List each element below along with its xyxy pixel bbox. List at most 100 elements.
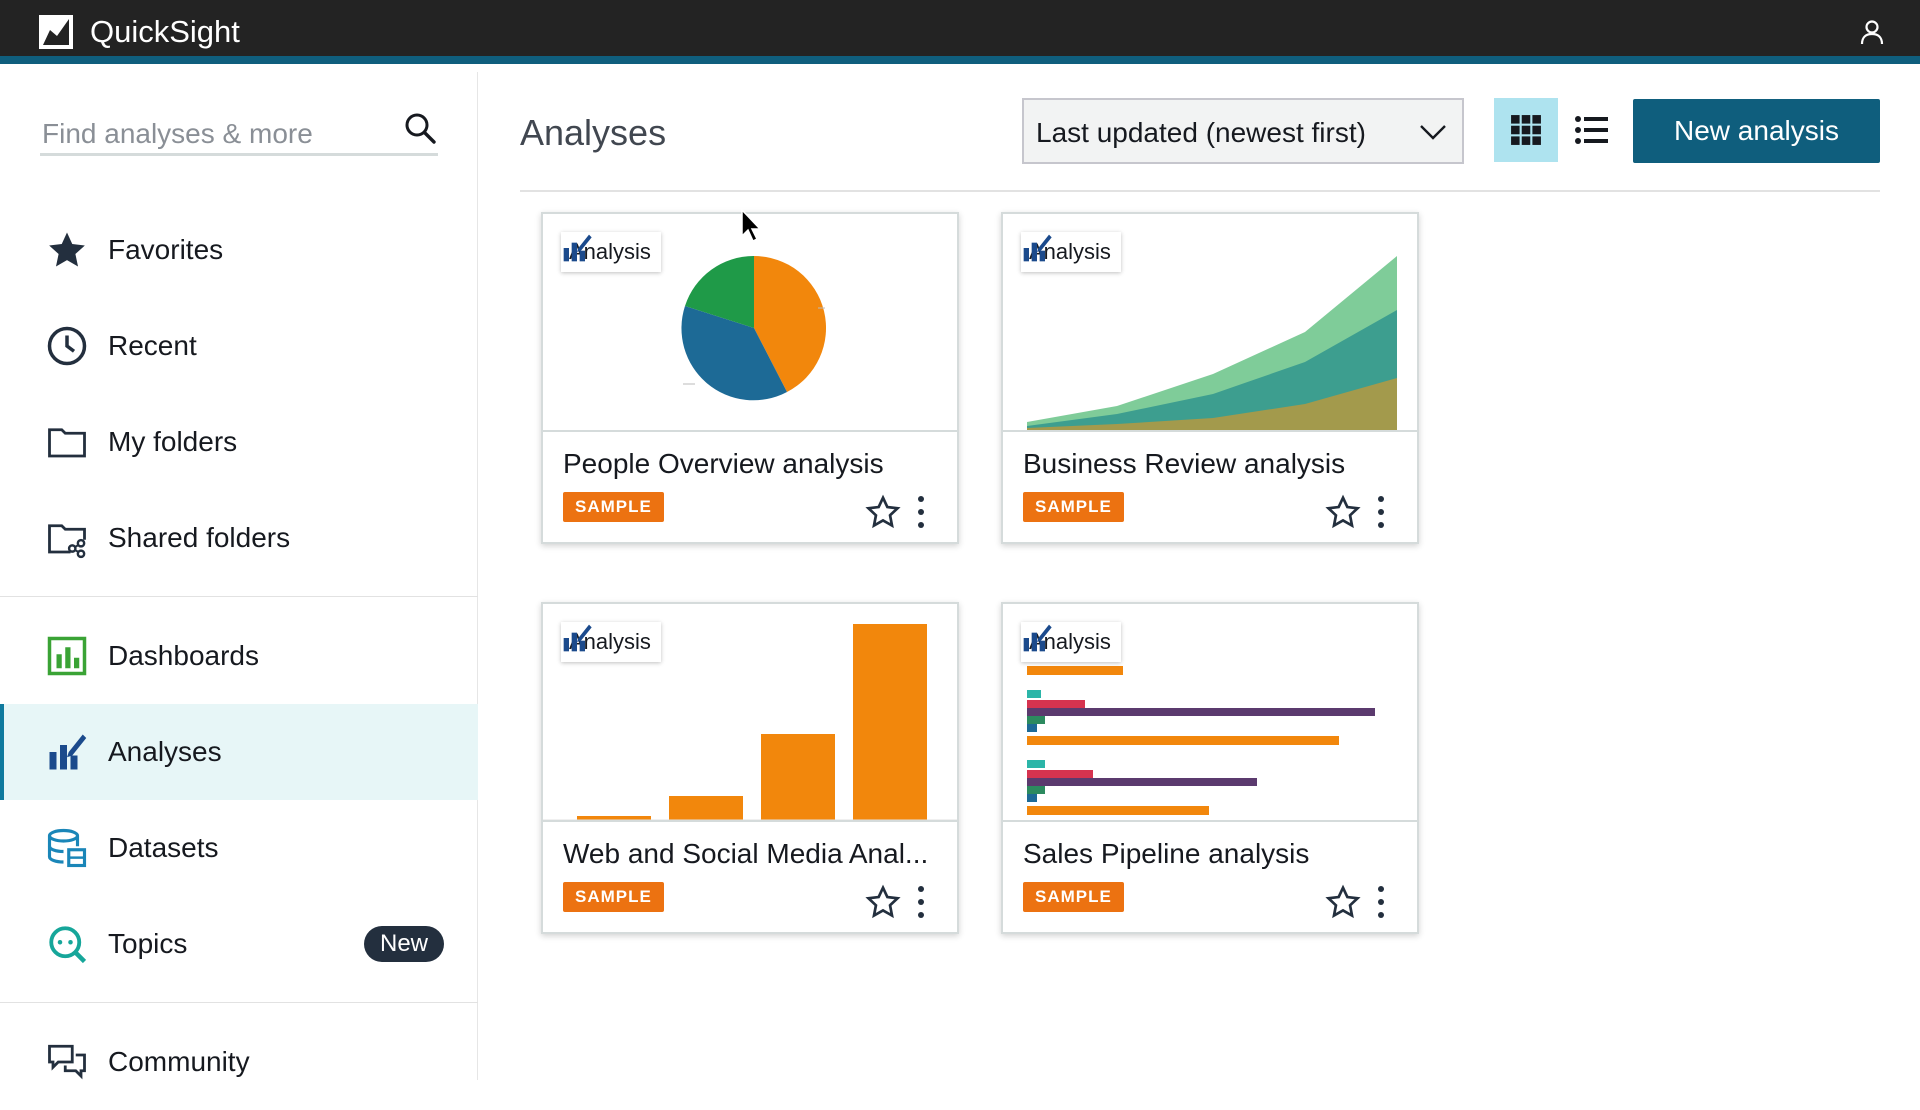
star-icon	[49, 232, 85, 267]
hbar	[1027, 724, 1037, 732]
pie-slice	[685, 255, 754, 328]
quicksight-logo-icon[interactable]	[38, 14, 74, 50]
star-outline-icon[interactable]	[865, 494, 901, 530]
card-title[interactable]: Sales Pipeline analysis	[1023, 838, 1310, 869]
sidebar-item-recent[interactable]: Recent	[0, 298, 478, 394]
new-analysis-button[interactable]: New analysis	[1633, 99, 1880, 163]
analysis-tag: Analysis	[1021, 232, 1121, 272]
area-series	[1027, 310, 1397, 430]
sidebar-item-label: Topics	[108, 928, 188, 959]
grid-icon	[1511, 115, 1541, 145]
analysis-icon	[49, 734, 87, 770]
folder-icon	[48, 428, 86, 458]
card-title[interactable]: Web and Social Media Anal...	[563, 838, 929, 869]
analysis-tag: Analysis	[561, 232, 661, 272]
bar	[853, 624, 927, 820]
card-thumbnail[interactable]: Analysis	[1003, 214, 1417, 432]
bar	[669, 796, 743, 820]
sidebar-item-dashboards[interactable]: Dashboards	[0, 608, 478, 704]
hbar	[1027, 666, 1123, 675]
community-icon	[48, 1044, 86, 1080]
star-outline-icon[interactable]	[865, 884, 901, 920]
hbar	[1027, 716, 1045, 724]
analysis-card[interactable]: Analysis Business Review analysis SAMPLE	[1001, 212, 1419, 544]
card-thumbnail[interactable]: Analysis	[1003, 604, 1417, 822]
sidebar-item-datasets[interactable]: Datasets	[0, 800, 478, 896]
sidebar-item-label: Community	[108, 1046, 250, 1077]
analysis-icon	[563, 624, 592, 652]
shared-folder-icon	[48, 524, 86, 559]
analysis-card[interactable]: Analysis Sales Pipeline analysis SAMPLE	[1001, 602, 1419, 934]
analysis-tag: Analysis	[1021, 622, 1121, 662]
sidebar-item-label: Analyses	[108, 736, 222, 767]
area-series	[1027, 378, 1397, 430]
analysis-card[interactable]: Analysis Web and Social Media Anal... SA…	[541, 602, 959, 934]
sidebar-item-label: Datasets	[108, 832, 219, 863]
search-input[interactable]	[42, 118, 382, 150]
grid-view-button[interactable]	[1494, 98, 1558, 162]
dataset-icon	[47, 828, 87, 868]
pie-slice	[754, 256, 827, 392]
more-options-icon[interactable]	[911, 884, 931, 920]
sample-badge: SAMPLE	[563, 882, 664, 912]
hbar	[1027, 770, 1093, 778]
hbar	[1027, 736, 1339, 745]
analysis-tag: Analysis	[561, 622, 661, 662]
search-box	[40, 106, 438, 156]
chevron-down-icon	[1420, 125, 1446, 140]
list-view-button[interactable]	[1574, 98, 1610, 162]
star-outline-icon[interactable]	[1325, 884, 1361, 920]
hbar	[1027, 760, 1045, 768]
sidebar-item-analyses[interactable]: Analyses	[0, 704, 478, 800]
new-badge: New	[363, 926, 444, 962]
more-options-icon[interactable]	[911, 494, 931, 530]
user-icon[interactable]	[1858, 18, 1886, 46]
sample-badge: SAMPLE	[563, 492, 664, 522]
top-bar: QuickSight	[0, 0, 1920, 64]
sidebar-item-shared-folders[interactable]: Shared folders	[0, 490, 478, 586]
card-title[interactable]: People Overview analysis	[563, 448, 884, 479]
sidebar-item-label: Dashboards	[108, 640, 259, 671]
sidebar-item-label: Favorites	[108, 234, 224, 265]
list-icon	[1575, 116, 1608, 144]
clock-icon	[47, 326, 87, 366]
card-thumbnail[interactable]: Analysis	[543, 214, 957, 432]
page-title: Analyses	[520, 112, 667, 153]
analysis-icon	[1023, 624, 1052, 652]
star-outline-icon[interactable]	[1325, 494, 1361, 530]
card-title[interactable]: Business Review analysis	[1023, 448, 1346, 479]
sample-badge: SAMPLE	[1023, 882, 1124, 912]
sidebar-item-label: Shared folders	[108, 522, 291, 553]
sidebar-divider	[0, 1002, 478, 1003]
more-options-icon[interactable]	[1371, 494, 1391, 530]
sidebar-item-community[interactable]: Community	[0, 1014, 478, 1110]
bar	[577, 816, 651, 820]
header-divider	[520, 190, 1880, 192]
analysis-icon	[563, 234, 592, 262]
search-icon[interactable]	[402, 110, 438, 146]
sidebar-item-favorites[interactable]: Favorites	[0, 202, 478, 298]
more-options-icon[interactable]	[1371, 884, 1391, 920]
pie-slice	[681, 306, 787, 401]
sidebar-item-label: My folders	[108, 426, 238, 457]
card-thumbnail[interactable]: Analysis	[543, 604, 957, 822]
sidebar-item-my-folders[interactable]: My folders	[0, 394, 478, 490]
mouse-cursor-icon	[741, 208, 762, 243]
sort-selected-value: Last updated (newest first)	[1036, 117, 1366, 148]
sort-dropdown[interactable]: Last updated (newest first)	[1022, 98, 1464, 164]
analysis-card[interactable]: Analysis People Overview analysis SAMPLE	[541, 212, 959, 544]
hbar	[1027, 786, 1045, 794]
sidebar-divider	[0, 596, 478, 597]
hbar-thumbnail	[1027, 666, 1375, 815]
analysis-icon	[1023, 234, 1052, 262]
topics-icon	[49, 926, 87, 964]
app-title[interactable]: QuickSight	[90, 14, 240, 49]
bar	[761, 734, 835, 820]
sidebar-item-label: Recent	[108, 330, 197, 361]
hbar	[1027, 700, 1085, 708]
hbar	[1027, 690, 1041, 698]
hbar	[1027, 708, 1375, 716]
bar-thumbnail	[543, 624, 957, 820]
hbar	[1027, 806, 1209, 815]
sidebar-item-topics[interactable]: Topics New	[0, 896, 478, 992]
